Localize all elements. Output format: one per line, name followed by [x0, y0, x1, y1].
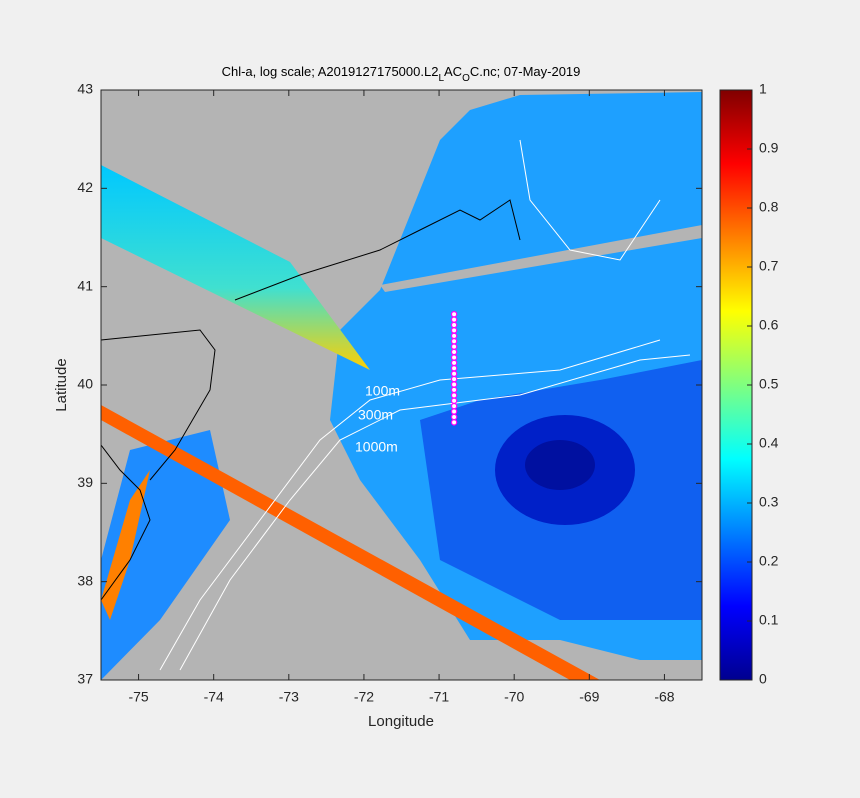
station — [450, 311, 458, 318]
y-tick-label: 39 — [77, 474, 93, 490]
contour-label: 100m — [365, 383, 400, 399]
station — [450, 327, 458, 334]
colorbar-tick-label: 0.1 — [759, 612, 779, 628]
y-tick-label: 38 — [77, 572, 93, 588]
coastline — [234, 199, 521, 301]
y-tick-label: 41 — [77, 277, 93, 293]
coastline — [101, 444, 151, 601]
station — [450, 370, 458, 377]
contour-label: 1000m — [355, 439, 398, 455]
x-tick-label: -68 — [654, 689, 674, 705]
colorbar-tick-label: 0 — [759, 671, 767, 687]
station — [450, 359, 458, 367]
image — [101, 92, 702, 680]
x-tick-label: -70 — [504, 689, 524, 705]
gap-band — [380, 225, 702, 292]
station — [450, 408, 458, 415]
station — [450, 402, 458, 410]
x-tick-label: -74 — [204, 689, 224, 705]
station — [450, 386, 458, 394]
x-axis-label: Longitude — [368, 713, 434, 730]
y-tick-label: 37 — [77, 671, 93, 687]
title-part: C.nc; 07-May-2019 — [470, 64, 581, 79]
swath — [101, 165, 370, 370]
x-tick-label: -75 — [128, 689, 148, 705]
colorbar-tick-label: 0.2 — [759, 553, 779, 569]
station — [450, 381, 458, 388]
colorbar-tick-label: 0.3 — [759, 494, 779, 510]
colorbar-tick-label: 0.5 — [759, 376, 779, 392]
station — [450, 348, 458, 356]
station — [450, 375, 458, 383]
station — [450, 316, 458, 323]
station — [450, 354, 458, 361]
title-part: AC — [444, 64, 462, 79]
station — [450, 419, 458, 426]
x-tick-label: -72 — [354, 689, 374, 705]
swath-stripe — [101, 405, 600, 680]
coastline — [101, 329, 216, 481]
contour — [159, 339, 661, 671]
x-tick-label: -71 — [429, 689, 449, 705]
colorbar-tick-label: 0.9 — [759, 140, 779, 156]
chart-title: Chl-a, log scale; A2019127175000.L2LACOC… — [222, 64, 581, 84]
y-tick-label: 43 — [77, 81, 93, 97]
station — [450, 343, 458, 350]
contour — [179, 354, 691, 671]
station — [450, 413, 458, 421]
station — [450, 338, 458, 345]
station — [450, 397, 458, 404]
y-tick-label: 42 — [77, 179, 93, 195]
station — [450, 392, 458, 399]
colorbar-tick-label: 0.7 — [759, 258, 779, 274]
y-tick-label: 40 — [77, 376, 93, 392]
colorbar-tick-label: 1 — [759, 81, 767, 97]
contour — [519, 139, 661, 261]
colorbar-tick-label: 0.6 — [759, 317, 779, 333]
title-part: Chl-a, log scale; A2019127175000.L2 — [222, 64, 439, 79]
colorbar — [719, 89, 753, 681]
x-tick-label: -73 — [279, 689, 299, 705]
y-axis-label: Latitude — [53, 358, 70, 411]
title-part: L — [438, 73, 444, 84]
station — [450, 365, 458, 372]
coast-water — [101, 430, 230, 680]
x-tick-label: -69 — [579, 689, 599, 705]
contour-label: 300m — [358, 407, 393, 423]
colorbar-tick-label: 0.8 — [759, 199, 779, 215]
station — [450, 332, 458, 340]
title-part: O — [462, 73, 470, 84]
colorbar-tick-label: 0.4 — [759, 435, 779, 451]
eddy — [525, 440, 595, 490]
station — [450, 321, 458, 329]
